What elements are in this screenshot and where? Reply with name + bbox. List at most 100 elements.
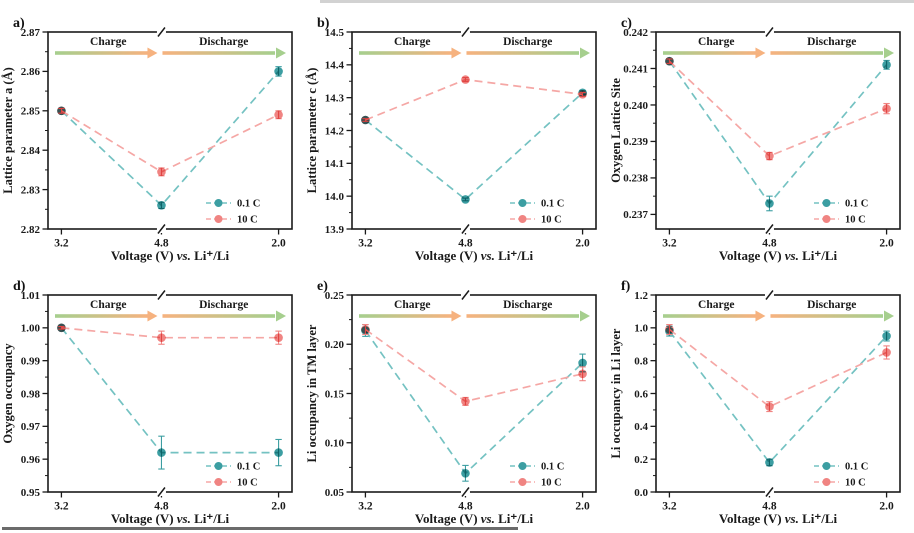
discharge-arrow-head xyxy=(580,310,590,322)
data-point xyxy=(765,151,774,161)
x-tick-label: 4.8 xyxy=(762,238,777,250)
y-tick-label: 0.10 xyxy=(325,438,345,450)
y-tick-label: 14.0 xyxy=(325,191,345,203)
data-point xyxy=(765,402,774,411)
page-edge-artifact-bottom xyxy=(2,527,518,530)
series-line xyxy=(60,70,280,207)
axis-break-mark xyxy=(765,487,774,497)
chart-svg: 0.237 0.238 0.239 0.240 0.241 0.242 3.2 4.8 2.0 C… xyxy=(609,27,901,263)
x-tick-label: 2.0 xyxy=(879,501,894,513)
charge-label: Charge xyxy=(90,36,126,48)
discharge-arrow-head xyxy=(580,47,590,59)
data-point xyxy=(461,397,470,406)
y-tick-label: 0.0 xyxy=(634,487,648,499)
data-point xyxy=(665,325,674,334)
x-tick-label: 4.8 xyxy=(458,501,473,513)
panel-label-b: b) xyxy=(317,16,330,31)
axis-break-mark xyxy=(461,487,470,497)
charge-arrow-head xyxy=(755,47,766,59)
x-tick-label: 3.2 xyxy=(358,238,373,250)
legend-item: 0.1 C xyxy=(510,462,564,473)
data-point xyxy=(882,348,891,357)
y-tick-label: 0.241 xyxy=(623,63,648,75)
charge-arrow-shaft xyxy=(359,314,453,318)
legend-label: 10 C xyxy=(237,478,258,489)
panel-label-f: f) xyxy=(621,279,631,294)
data-point xyxy=(361,325,370,334)
axis-break-mark xyxy=(461,224,470,234)
data-point xyxy=(578,90,587,99)
legend-label: 10 C xyxy=(541,215,562,226)
y-tick-label: 14.3 xyxy=(325,92,345,104)
chart-canvas-e: 0.05 0.10 0.15 0.20 0.25 3.2 4.8 2.0 Charge Disch… xyxy=(305,265,609,528)
x-tick-label: 4.8 xyxy=(154,238,169,250)
series-line xyxy=(61,326,279,339)
y-tick-label: 0.6 xyxy=(634,388,648,400)
discharge-arrow-shaft xyxy=(466,314,579,318)
discharge-arrow-shaft xyxy=(466,51,579,55)
y-tick-label: 0.4 xyxy=(634,421,648,433)
discharge-arrow-shaft xyxy=(162,51,275,55)
legend-item: 0.1 C xyxy=(814,462,868,473)
x-tick-label: 2.0 xyxy=(271,238,286,250)
x-tick-label: 3.2 xyxy=(662,238,677,250)
y-tick-label: 0.242 xyxy=(623,27,648,39)
y-tick-label: 0.2 xyxy=(634,454,648,466)
y-tick-label: 14.2 xyxy=(325,125,345,137)
x-tick-label: 3.2 xyxy=(54,501,69,513)
legend-label: 0.1 C xyxy=(845,462,868,473)
page-edge-artifact-top xyxy=(320,0,914,3)
x-axis-title: Voltage (V) vs. Li⁺/Li xyxy=(111,248,230,263)
y-tick-label: 14.4 xyxy=(325,60,345,72)
charge-label: Charge xyxy=(394,299,430,311)
panel-a: a) 2.82 2.83 2.84 2.85 2.86 2.87 3.2 4.8 2.0 Char… xyxy=(1,2,305,265)
y-tick-label: 0.237 xyxy=(623,209,648,221)
y-axis-title: Oxygen Lattice Site xyxy=(609,78,623,183)
x-axis-title: Voltage (V) vs. Li⁺/Li xyxy=(719,511,838,526)
y-axis-title: Li occupancy in Li layer xyxy=(609,328,623,458)
y-axis-title: Oxygen occupancy xyxy=(1,343,15,444)
data-point xyxy=(578,358,587,368)
panel-e: e) 0.05 0.10 0.15 0.20 0.25 3.2 4.8 2.0 Charge Di… xyxy=(305,265,609,528)
y-tick-label: 0.96 xyxy=(21,454,41,466)
y-axis-title: Lattice parameter c (Å) xyxy=(305,68,319,194)
legend-item: 10 C xyxy=(814,478,866,489)
chart-canvas-a: 2.82 2.83 2.84 2.85 2.86 2.87 3.2 4.8 2.0 Charge D… xyxy=(1,2,305,265)
x-axis-title: Voltage (V) vs. Li⁺/Li xyxy=(719,248,838,263)
axis-break-mark xyxy=(157,487,166,497)
data-point xyxy=(157,201,166,210)
y-tick-label: 0.238 xyxy=(623,173,648,185)
chart-svg: 2.82 2.83 2.84 2.85 2.86 2.87 3.2 4.8 2.0 Charge D… xyxy=(1,27,293,263)
legend-label: 0.1 C xyxy=(541,462,564,473)
data-point xyxy=(665,56,674,66)
data-point xyxy=(274,333,283,342)
discharge-arrow-shaft xyxy=(162,314,275,318)
data-point xyxy=(882,331,891,341)
panel-d: d) 0.95 0.96 0.97 0.98 0.99 1.00 1.01 3.2 4.8 2.0… xyxy=(1,265,305,528)
chart-canvas-c: 0.237 0.238 0.239 0.240 0.241 0.242 3.2 4.8 2.0 C… xyxy=(609,2,913,265)
discharge-label: Discharge xyxy=(503,36,552,48)
panel-c: c) 0.237 0.238 0.239 0.240 0.241 0.242 3.2 4.8 2… xyxy=(609,2,913,265)
y-tick-label: 2.86 xyxy=(21,66,41,78)
y-tick-label: 14.5 xyxy=(325,27,345,39)
y-tick-label: 2.84 xyxy=(21,145,41,157)
series-line xyxy=(365,78,583,121)
panel-label-e: e) xyxy=(317,279,328,294)
discharge-arrow-head xyxy=(276,310,286,322)
data-point xyxy=(157,448,166,457)
chart-canvas-d: 0.95 0.96 0.97 0.98 0.99 1.00 1.01 3.2 4.8 2.0 Cha… xyxy=(1,265,305,528)
charge-label: Charge xyxy=(698,36,734,48)
y-tick-label: 1.01 xyxy=(21,290,40,302)
y-tick-label: 0.05 xyxy=(325,487,345,499)
legend-label: 10 C xyxy=(541,478,562,489)
series-line xyxy=(60,327,279,454)
data-point xyxy=(274,110,283,120)
legend-label: 10 C xyxy=(845,478,866,489)
axis-break-mark xyxy=(157,27,166,37)
discharge-arrow-head xyxy=(884,47,894,59)
axis-break-mark xyxy=(765,224,774,234)
y-tick-label: 1.0 xyxy=(634,323,648,335)
charge-label: Charge xyxy=(90,299,126,311)
